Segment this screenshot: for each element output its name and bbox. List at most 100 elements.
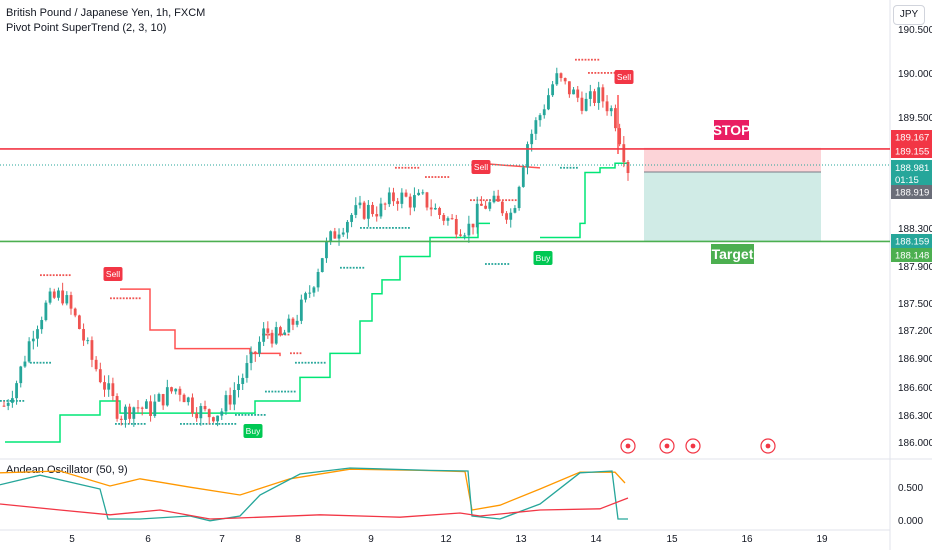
candle-body[interactable] [396, 201, 400, 204]
candle-body[interactable] [132, 407, 136, 419]
candle-body[interactable] [438, 207, 441, 216]
candle-body[interactable] [521, 167, 525, 187]
candle-body[interactable] [153, 401, 157, 416]
candle-body[interactable] [61, 290, 65, 304]
candle-body[interactable] [82, 328, 85, 341]
stop-price-tag[interactable] [891, 130, 932, 144]
candle-body[interactable] [124, 406, 127, 420]
candle-body[interactable] [157, 394, 161, 402]
stop-zone[interactable] [644, 147, 821, 172]
candle-body[interactable] [580, 97, 584, 111]
signal-label[interactable] [471, 160, 491, 174]
osc-signal-line[interactable] [0, 497, 629, 520]
candle-body[interactable] [622, 144, 626, 162]
candle-body[interactable] [86, 340, 90, 342]
candle-body[interactable] [140, 407, 144, 409]
candle-body[interactable] [551, 84, 555, 96]
candle-body[interactable] [417, 192, 421, 196]
candle-body[interactable] [488, 202, 492, 209]
candle-body[interactable] [442, 215, 446, 221]
candle-body[interactable] [567, 81, 571, 95]
candle-body[interactable] [346, 221, 349, 233]
candle-body[interactable] [547, 95, 550, 110]
candle-body[interactable] [182, 394, 186, 403]
candle-body[interactable] [262, 328, 266, 342]
oscillator-title[interactable]: Andean Oscillator (50, 9) [6, 464, 128, 476]
candle-body[interactable] [44, 302, 48, 321]
candle-body[interactable] [413, 195, 416, 208]
candle-body[interactable] [144, 401, 148, 409]
candle-body[interactable] [475, 203, 479, 228]
candle-body[interactable] [500, 201, 504, 214]
candle-body[interactable] [203, 406, 207, 410]
candle-body[interactable] [329, 231, 333, 242]
candle-body[interactable] [228, 395, 232, 405]
candle-body[interactable] [387, 192, 391, 205]
candle-body[interactable] [618, 128, 622, 145]
last-price-tag[interactable] [891, 160, 932, 187]
signal-label[interactable] [533, 251, 553, 265]
candle-body[interactable] [191, 397, 194, 414]
candle-body[interactable] [576, 89, 580, 98]
candle-body[interactable] [366, 204, 370, 219]
candle-body[interactable] [597, 87, 601, 103]
target-upper-tag[interactable] [891, 234, 932, 248]
osc-bear-line[interactable] [0, 468, 626, 511]
candle-body[interactable] [241, 377, 245, 384]
candle-body[interactable] [216, 415, 219, 422]
candle-body[interactable] [270, 332, 274, 344]
candle-body[interactable] [471, 223, 475, 228]
candle-body[interactable] [27, 341, 31, 362]
candle-body[interactable] [211, 417, 215, 422]
candle-body[interactable] [10, 398, 14, 403]
candle-body[interactable] [6, 402, 10, 406]
candle-body[interactable] [237, 383, 240, 390]
candle-body[interactable] [605, 101, 609, 112]
red-line-price-tag[interactable] [891, 144, 932, 158]
candle-body[interactable] [526, 144, 529, 168]
candle-body[interactable] [266, 328, 270, 333]
candle-body[interactable] [593, 91, 596, 103]
candle-body[interactable] [480, 203, 483, 206]
candle-body[interactable] [333, 231, 337, 239]
supertrend-down-line[interactable] [489, 163, 541, 169]
candle-body[interactable] [258, 341, 261, 354]
candle-body[interactable] [207, 409, 211, 418]
candle-body[interactable] [69, 295, 73, 309]
candle-body[interactable] [429, 207, 433, 210]
candle-body[interactable] [392, 192, 395, 202]
target-lower-tag[interactable] [891, 248, 932, 262]
candle-body[interactable] [320, 258, 324, 273]
candle-body[interactable] [90, 340, 94, 360]
candle-body[interactable] [19, 366, 23, 384]
candle-body[interactable] [31, 338, 35, 342]
candle-body[interactable] [170, 387, 173, 392]
candle-body[interactable] [325, 241, 328, 259]
candle-body[interactable] [40, 320, 44, 330]
candle-body[interactable] [98, 369, 102, 383]
candle-body[interactable] [379, 203, 383, 217]
candle-body[interactable] [559, 73, 563, 79]
candle-body[interactable] [555, 73, 559, 85]
candle-body[interactable] [111, 383, 115, 397]
candle-body[interactable] [279, 327, 282, 335]
signal-label[interactable] [243, 424, 263, 438]
signal-label[interactable] [614, 70, 634, 84]
candle-body[interactable] [614, 108, 617, 129]
candle-body[interactable] [467, 223, 471, 236]
candle-body[interactable] [362, 202, 366, 219]
candle-body[interactable] [354, 205, 358, 215]
candle-body[interactable] [161, 394, 165, 406]
candle-body[interactable] [408, 196, 412, 208]
candle-body[interactable] [358, 202, 362, 206]
osc-bull-line[interactable] [0, 467, 628, 522]
candle-body[interactable] [454, 218, 458, 235]
candle-body[interactable] [15, 383, 18, 399]
candle-body[interactable] [23, 361, 27, 367]
stop-label-box[interactable] [714, 120, 749, 140]
candle-body[interactable] [450, 218, 454, 220]
candle-body[interactable] [542, 109, 546, 116]
candle-body[interactable] [295, 320, 299, 325]
candle-body[interactable] [77, 315, 81, 329]
candle-body[interactable] [492, 195, 496, 203]
